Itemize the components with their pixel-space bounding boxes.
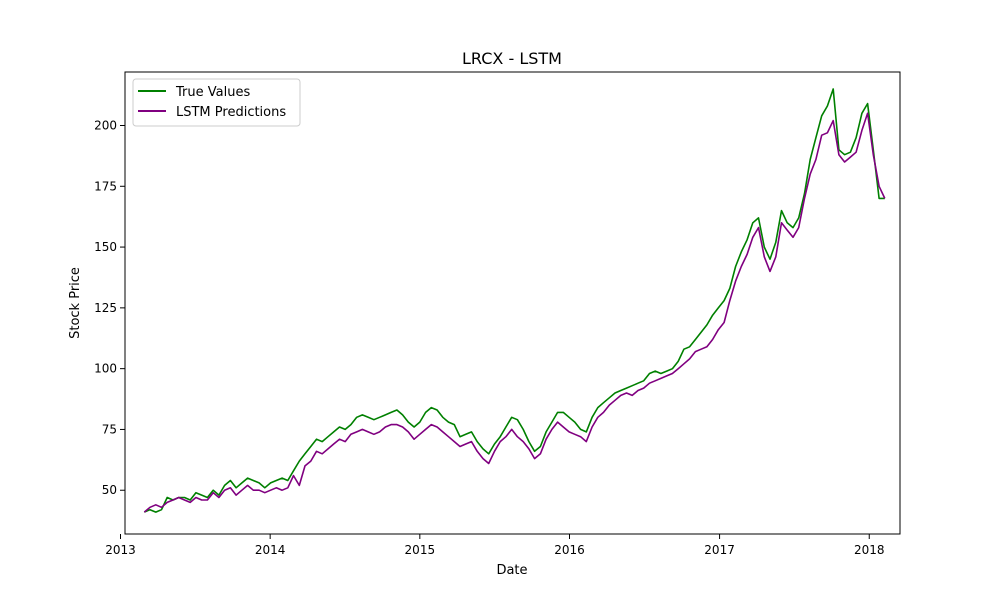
y-tick-label: 150: [94, 240, 117, 254]
chart-title: LRCX - LSTM: [462, 49, 562, 68]
x-tick-label: 2015: [405, 543, 436, 557]
legend: True Values LSTM Predictions: [132, 78, 301, 127]
x-tick-label: 2013: [105, 543, 136, 557]
x-axis-label: Date: [496, 563, 527, 578]
x-tick-label: 2018: [854, 543, 885, 557]
y-tick-label: 100: [94, 362, 117, 376]
y-tick-label: 75: [102, 422, 117, 436]
legend-label-lstm-predictions: LSTM Predictions: [176, 105, 286, 120]
legend-label-true-values: True Values: [175, 85, 250, 100]
y-tick-label: 175: [94, 179, 117, 193]
y-axis: 50 75 100 125 150 175 200: [94, 118, 125, 497]
y-tick-label: 200: [94, 118, 117, 132]
y-tick-label: 125: [94, 301, 117, 315]
x-axis: 2013 2014 2015 2016 2017 2018: [105, 534, 885, 557]
series-line-true-values: [143, 88, 885, 513]
series-layer: [143, 88, 886, 513]
y-tick-label: 50: [102, 483, 117, 497]
plot-frame: [124, 71, 901, 535]
legend-box: [132, 78, 301, 127]
x-tick-label: 2014: [255, 543, 286, 557]
plot-area: [125, 72, 900, 534]
x-tick-label: 2016: [554, 543, 585, 557]
series-line-lstm-predictions: [143, 112, 886, 513]
x-tick-label: 2017: [704, 543, 735, 557]
y-axis-label: Stock Price: [68, 267, 83, 339]
